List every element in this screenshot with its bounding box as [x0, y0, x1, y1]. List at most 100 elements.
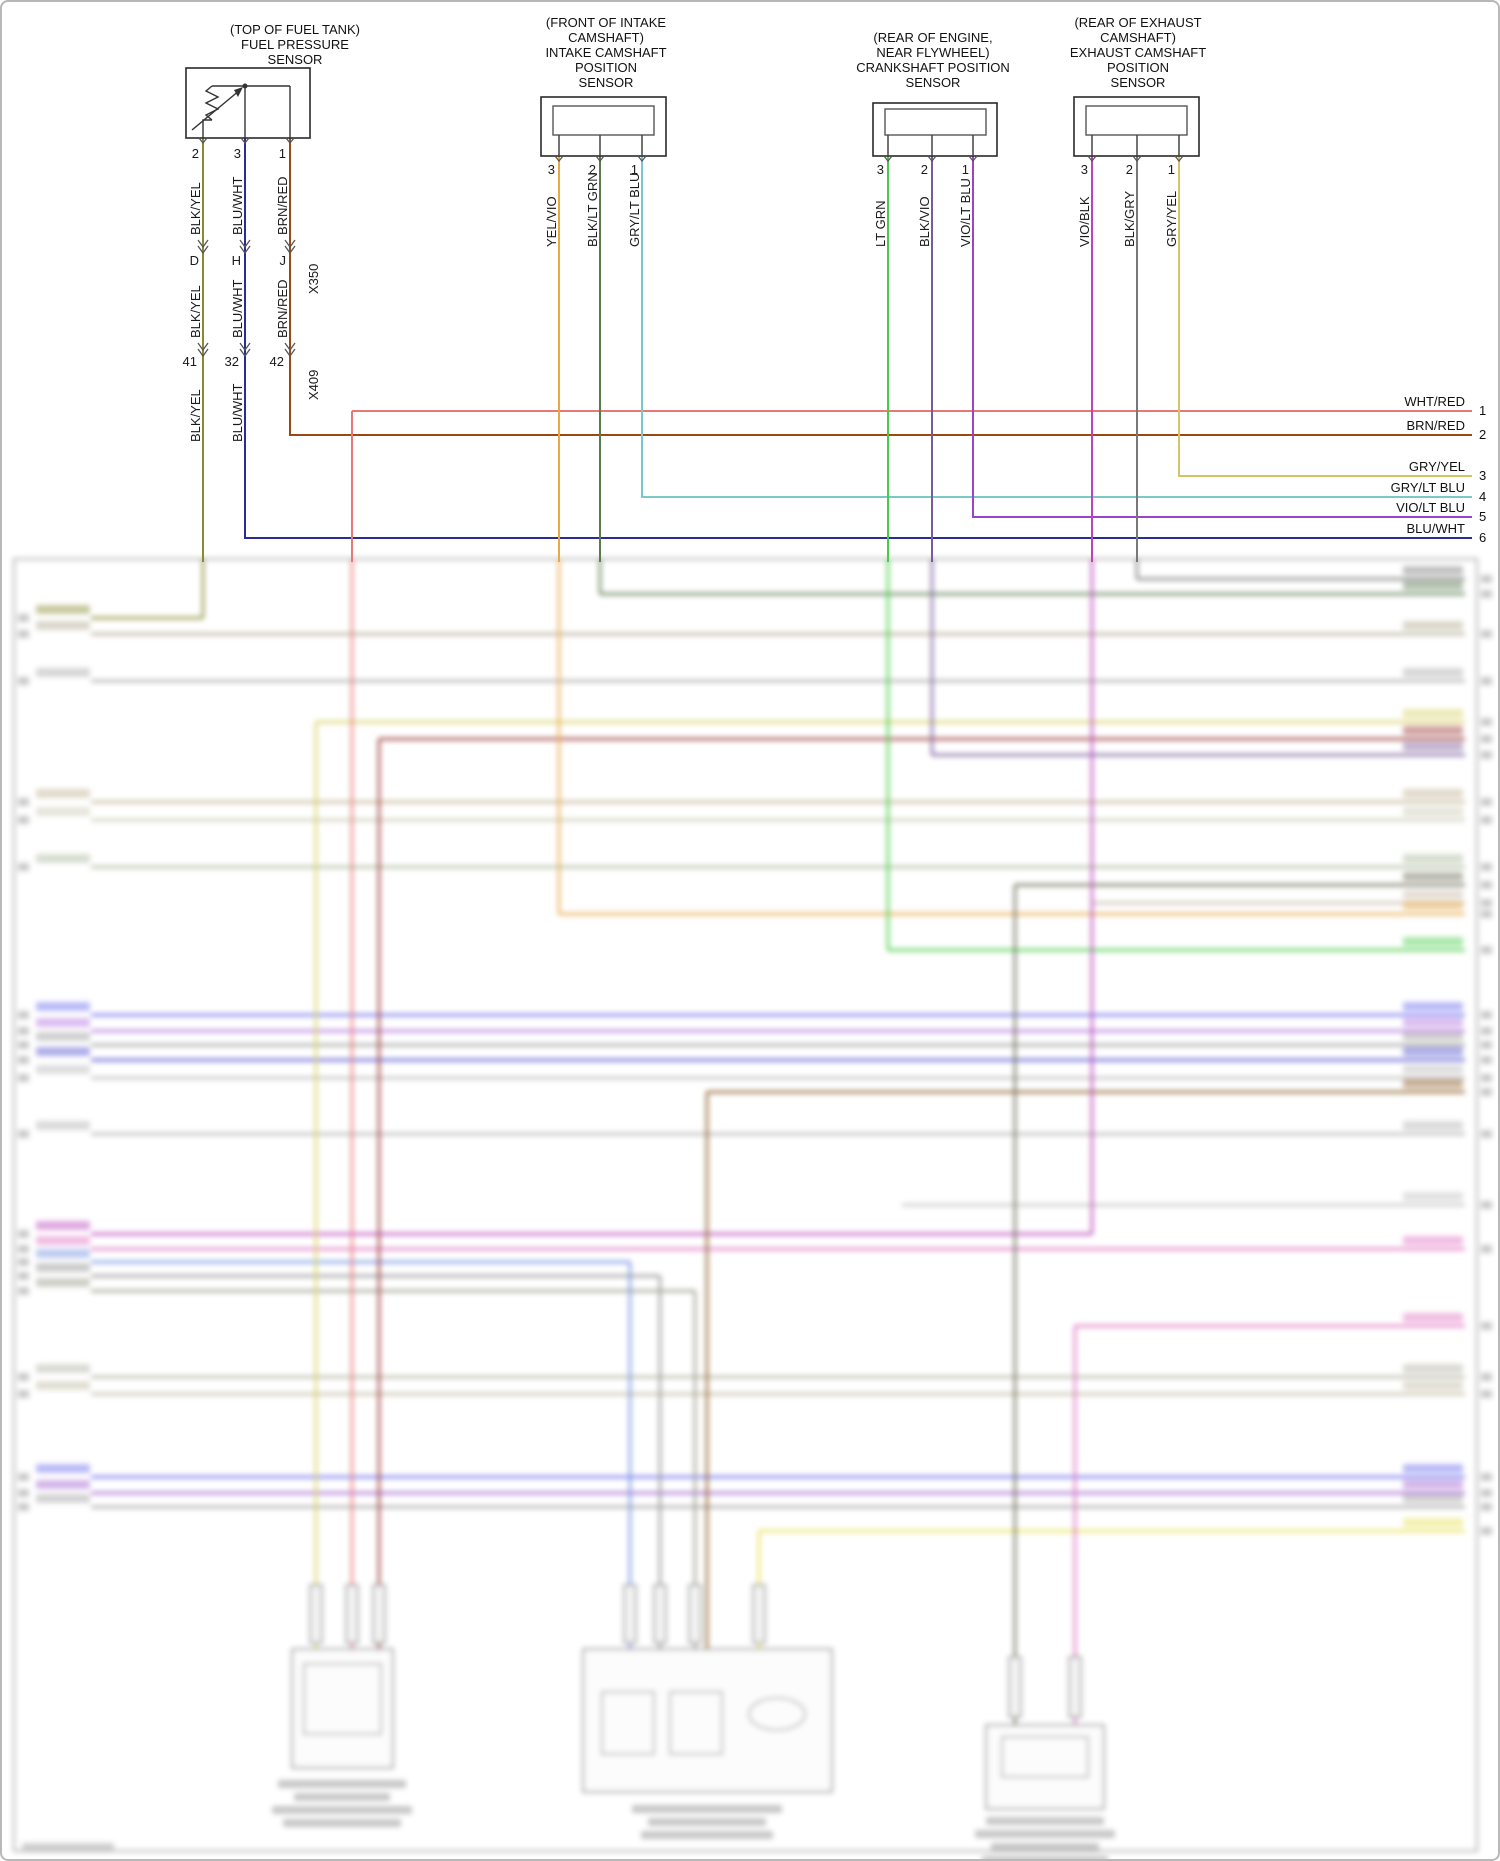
- pin-number-label: 3: [548, 162, 555, 177]
- pin-number-label: 1: [279, 146, 286, 161]
- wire-gry-lt-blu: [641, 156, 1472, 498]
- pin-number-label: 2: [192, 146, 199, 161]
- pin-number-label: 1: [962, 162, 969, 177]
- blurred-module-section: [13, 558, 1492, 1859]
- title-line: POSITION: [1106, 60, 1170, 75]
- terminal-pin-number: 4: [1479, 489, 1487, 504]
- blurred-right-wire-label: [1403, 1313, 1463, 1322]
- blurred-left-wire-label: [36, 1002, 90, 1011]
- connector-pin-label: 41: [183, 354, 197, 369]
- blurred-inline-connector: [653, 1584, 667, 1644]
- blurred-right-wire-label: [1403, 1518, 1463, 1527]
- wire-color-label: BLK/YEL: [188, 285, 203, 338]
- blurred-right-pin-number: [1481, 1390, 1492, 1398]
- blurred-left-wire-label: [36, 1278, 90, 1287]
- junction-dot: [242, 83, 248, 89]
- blurred-right-pin-number: [1481, 1027, 1492, 1035]
- blurred-caption-line: [278, 1780, 406, 1788]
- terminal-pin-number: 5: [1479, 509, 1487, 524]
- blurred-caption-line: [272, 1806, 412, 1814]
- blurred-right-wire-label: [1403, 1364, 1463, 1373]
- blurred-right-pin-number: [1481, 1201, 1492, 1209]
- blurred-component-inner: [601, 1691, 655, 1755]
- blurred-right-wire-label: [1403, 581, 1463, 590]
- terminal-wire-label: GRY/YEL: [1408, 459, 1465, 474]
- pin-number-label: 2: [921, 162, 928, 177]
- blurred-right-pin-number: [1481, 575, 1492, 583]
- inline-connector-chevron-icon: [197, 245, 209, 255]
- blurred-left-pin-number: [18, 1245, 29, 1253]
- blurred-left-pin-number: [18, 1473, 29, 1481]
- blurred-right-wire-label: [1403, 872, 1463, 881]
- blurred-right-wire-label: [1403, 726, 1463, 735]
- inline-connector-chevron-icon: [284, 239, 296, 249]
- pin-chevron-icon: [1174, 155, 1184, 163]
- wire-color-label: BRN/RED: [275, 176, 290, 235]
- blurred-left-pin-number: [18, 1390, 29, 1398]
- wire-color-label: VIO/BLK: [1077, 196, 1092, 247]
- inline-connector-chevron-icon: [284, 348, 296, 358]
- pin-number-label: 1: [631, 162, 638, 177]
- blurred-right-pin-number: [1481, 630, 1492, 638]
- blurred-inline-connector: [1008, 1656, 1022, 1718]
- wire-color-label: LT GRN: [873, 201, 888, 247]
- blurred-left-wire-label: [36, 1121, 90, 1130]
- blurred-right-wire-label: [1403, 1494, 1463, 1503]
- blurred-left-wire-label: [36, 807, 90, 816]
- blurred-right-wire-label: [1403, 1381, 1463, 1390]
- blurred-right-wire-label: [1403, 890, 1463, 899]
- blurred-right-wire-label: [1403, 1018, 1463, 1027]
- blurred-left-pin-number: [18, 1074, 29, 1082]
- blurred-inline-connector: [372, 1584, 386, 1644]
- blurred-left-wire-label: [36, 1236, 90, 1245]
- blurred-right-pin-number: [1481, 1041, 1492, 1049]
- blurred-left-pin-number: [18, 1230, 29, 1238]
- blurred-right-wire-label: [1403, 668, 1463, 677]
- wire-vio-lt-blu: [972, 156, 1472, 518]
- title-line: CAMSHAFT): [568, 30, 644, 45]
- title-line: SENSOR: [578, 75, 634, 90]
- wire-color-label: BLK/LT GRN: [585, 172, 600, 247]
- terminal-pin-number: 6: [1479, 530, 1487, 545]
- pin-chevron-icon: [927, 155, 937, 163]
- terminal-pin-number: 3: [1479, 468, 1487, 483]
- blurred-right-pin-number: [1481, 1074, 1492, 1082]
- blurred-inline-connector: [345, 1584, 359, 1644]
- wire-blu-wht: [244, 138, 1472, 539]
- blurred-right-pin-number: [1481, 1322, 1492, 1330]
- wire-color-label: VIO/LT BLU: [958, 178, 973, 247]
- blurred-component-inner: [669, 1691, 723, 1755]
- title-line: SENSOR: [905, 75, 961, 90]
- blurred-component-ellipse: [748, 1697, 806, 1731]
- blurred-caption-line: [283, 1819, 401, 1827]
- potentiometer-wiper-arrow: [191, 89, 241, 131]
- connector-pin-label: 42: [270, 354, 284, 369]
- blurred-right-pin-number: [1481, 1245, 1492, 1253]
- inline-connector-chevron-icon: [239, 342, 251, 352]
- connector-pin-label: 32: [225, 354, 239, 369]
- blurred-left-wire-label: [36, 1494, 90, 1503]
- terminal-wire-label: BLU/WHT: [1406, 521, 1466, 536]
- blurred-right-pin-number: [1481, 677, 1492, 685]
- connector-pin-label: H: [232, 253, 241, 268]
- blurred-right-wire-label: [1403, 1032, 1463, 1041]
- pin-chevron-icon: [1087, 155, 1097, 163]
- blurred-right-pin-number: [1481, 946, 1492, 954]
- blurred-right-wire-label: [1403, 1079, 1463, 1088]
- blurred-caption-line: [982, 1856, 1108, 1859]
- blurred-left-pin-number: [18, 1503, 29, 1511]
- blurred-component-box: [291, 1648, 394, 1769]
- blurred-right-pin-number: [1481, 718, 1492, 726]
- exhaust-cam-sensor-title: (REAR OF EXHAUST CAMSHAFT) EXHAUST CAMSH…: [1038, 15, 1238, 90]
- blurred-left-pin-number: [18, 1130, 29, 1138]
- pin-chevron-icon: [595, 155, 605, 163]
- blurred-left-wire-label: [36, 1249, 90, 1258]
- terminal-pin-number: 1: [1479, 403, 1487, 418]
- blurred-right-wire-label: [1403, 1047, 1463, 1056]
- blurred-component-box: [582, 1648, 833, 1793]
- blurred-right-pin-number: [1481, 899, 1492, 907]
- blurred-right-pin-number: [1481, 798, 1492, 806]
- blurred-right-wire-label: [1403, 1236, 1463, 1245]
- pin-number-label: 2: [1126, 162, 1133, 177]
